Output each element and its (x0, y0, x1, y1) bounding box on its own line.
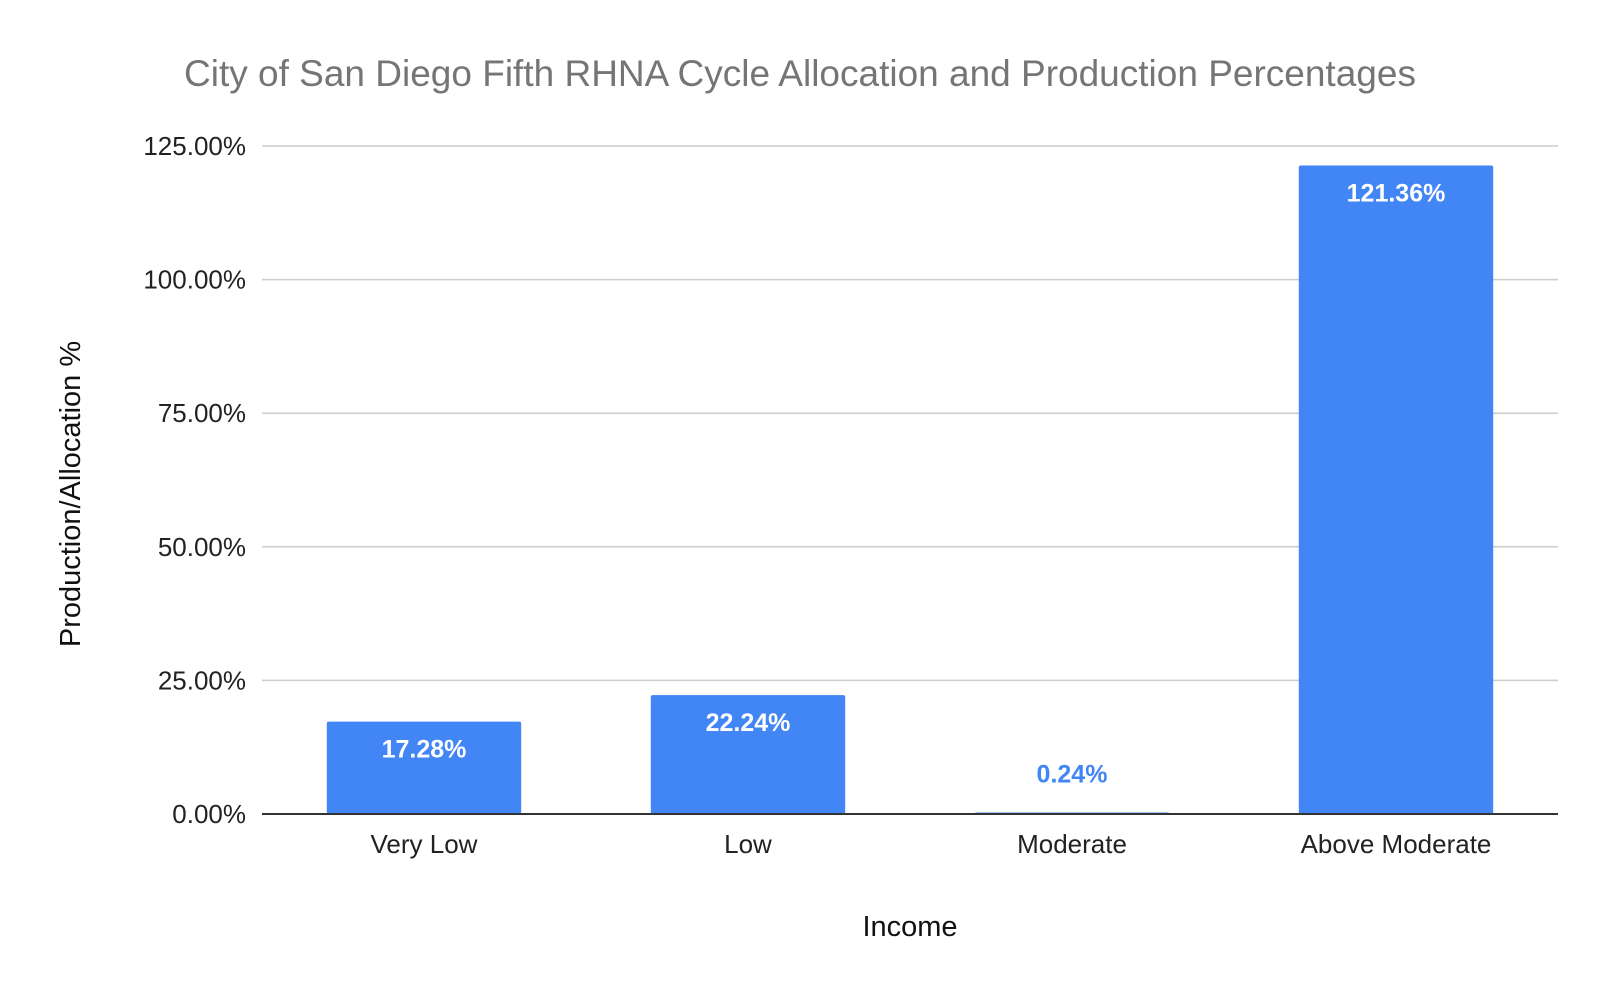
y-tick-label: 0.00% (172, 799, 246, 829)
y-tick-label: 50.00% (158, 532, 246, 562)
y-tick-label: 100.00% (143, 265, 246, 295)
y-axis-title: Production/Allocation % (55, 341, 87, 647)
bar (326, 721, 522, 814)
bar (1298, 165, 1494, 815)
x-axis-categories: Very Low Low Moderate Above Moderate (371, 829, 1492, 859)
x-category-label: Low (724, 829, 772, 859)
y-tick-label: 75.00% (158, 398, 246, 428)
data-labels: 17.28% 22.24% 0.24% 121.36% (382, 179, 1446, 788)
y-tick-label: 25.00% (158, 665, 246, 695)
x-category-label: Above Moderate (1301, 829, 1492, 859)
data-label: 22.24% (706, 709, 791, 737)
x-category-label: Very Low (371, 829, 478, 859)
data-label: 17.28% (382, 736, 467, 764)
bar (650, 695, 846, 814)
data-label: 0.24% (1037, 761, 1108, 789)
y-axis-ticks: 0.00% 25.00% 50.00% 75.00% 100.00% 125.00% (143, 131, 246, 829)
bars (326, 165, 1494, 815)
x-axis-title: Income (862, 911, 957, 943)
x-category-label: Moderate (1017, 829, 1127, 859)
y-tick-label: 125.00% (143, 131, 246, 161)
chart-title: City of San Diego Fifth RHNA Cycle Alloc… (184, 53, 1416, 94)
data-label: 121.36% (1347, 179, 1446, 207)
